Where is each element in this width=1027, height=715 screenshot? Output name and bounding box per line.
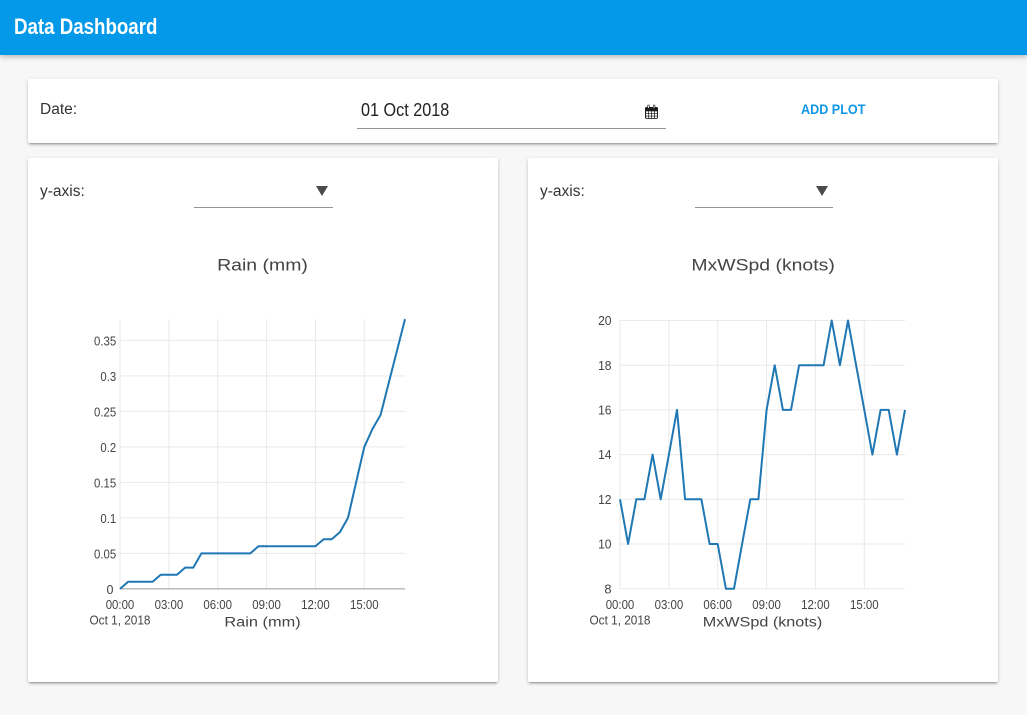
svg-text:12:00: 12:00 bbox=[801, 597, 830, 612]
svg-text:15:00: 15:00 bbox=[850, 597, 879, 612]
svg-text:8: 8 bbox=[604, 581, 611, 596]
svg-text:0.15: 0.15 bbox=[94, 476, 116, 490]
svg-text:15:00: 15:00 bbox=[350, 597, 379, 612]
svg-text:0.25: 0.25 bbox=[94, 405, 116, 419]
svg-text:14: 14 bbox=[598, 447, 611, 462]
svg-text:18: 18 bbox=[598, 358, 611, 373]
svg-text:0.2: 0.2 bbox=[100, 441, 116, 455]
svg-text:09:00: 09:00 bbox=[752, 597, 781, 612]
svg-text:06:00: 06:00 bbox=[203, 597, 232, 612]
svg-text:Oct 1, 2018: Oct 1, 2018 bbox=[90, 613, 151, 628]
svg-text:Rain (mm): Rain (mm) bbox=[224, 615, 300, 630]
svg-text:09:00: 09:00 bbox=[252, 597, 281, 612]
svg-text:20: 20 bbox=[598, 313, 611, 328]
svg-text:03:00: 03:00 bbox=[155, 597, 184, 612]
svg-text:MxWSpd (knots): MxWSpd (knots) bbox=[691, 255, 834, 274]
svg-text:0.1: 0.1 bbox=[100, 512, 116, 526]
svg-text:Oct 1, 2018: Oct 1, 2018 bbox=[590, 613, 651, 628]
svg-text:MxWSpd (knots): MxWSpd (knots) bbox=[703, 615, 823, 630]
svg-text:Rain (mm): Rain (mm) bbox=[217, 255, 308, 274]
svg-text:12: 12 bbox=[598, 492, 611, 507]
svg-text:00:00: 00:00 bbox=[606, 597, 635, 612]
svg-text:16: 16 bbox=[598, 403, 611, 418]
svg-text:0.05: 0.05 bbox=[94, 547, 116, 561]
svg-text:0: 0 bbox=[107, 583, 114, 597]
svg-text:00:00: 00:00 bbox=[106, 597, 135, 612]
svg-text:12:00: 12:00 bbox=[301, 597, 330, 612]
svg-text:10: 10 bbox=[598, 537, 611, 552]
svg-text:0.3: 0.3 bbox=[100, 370, 116, 384]
svg-text:06:00: 06:00 bbox=[703, 597, 732, 612]
svg-text:03:00: 03:00 bbox=[655, 597, 684, 612]
svg-text:0.35: 0.35 bbox=[94, 334, 116, 348]
